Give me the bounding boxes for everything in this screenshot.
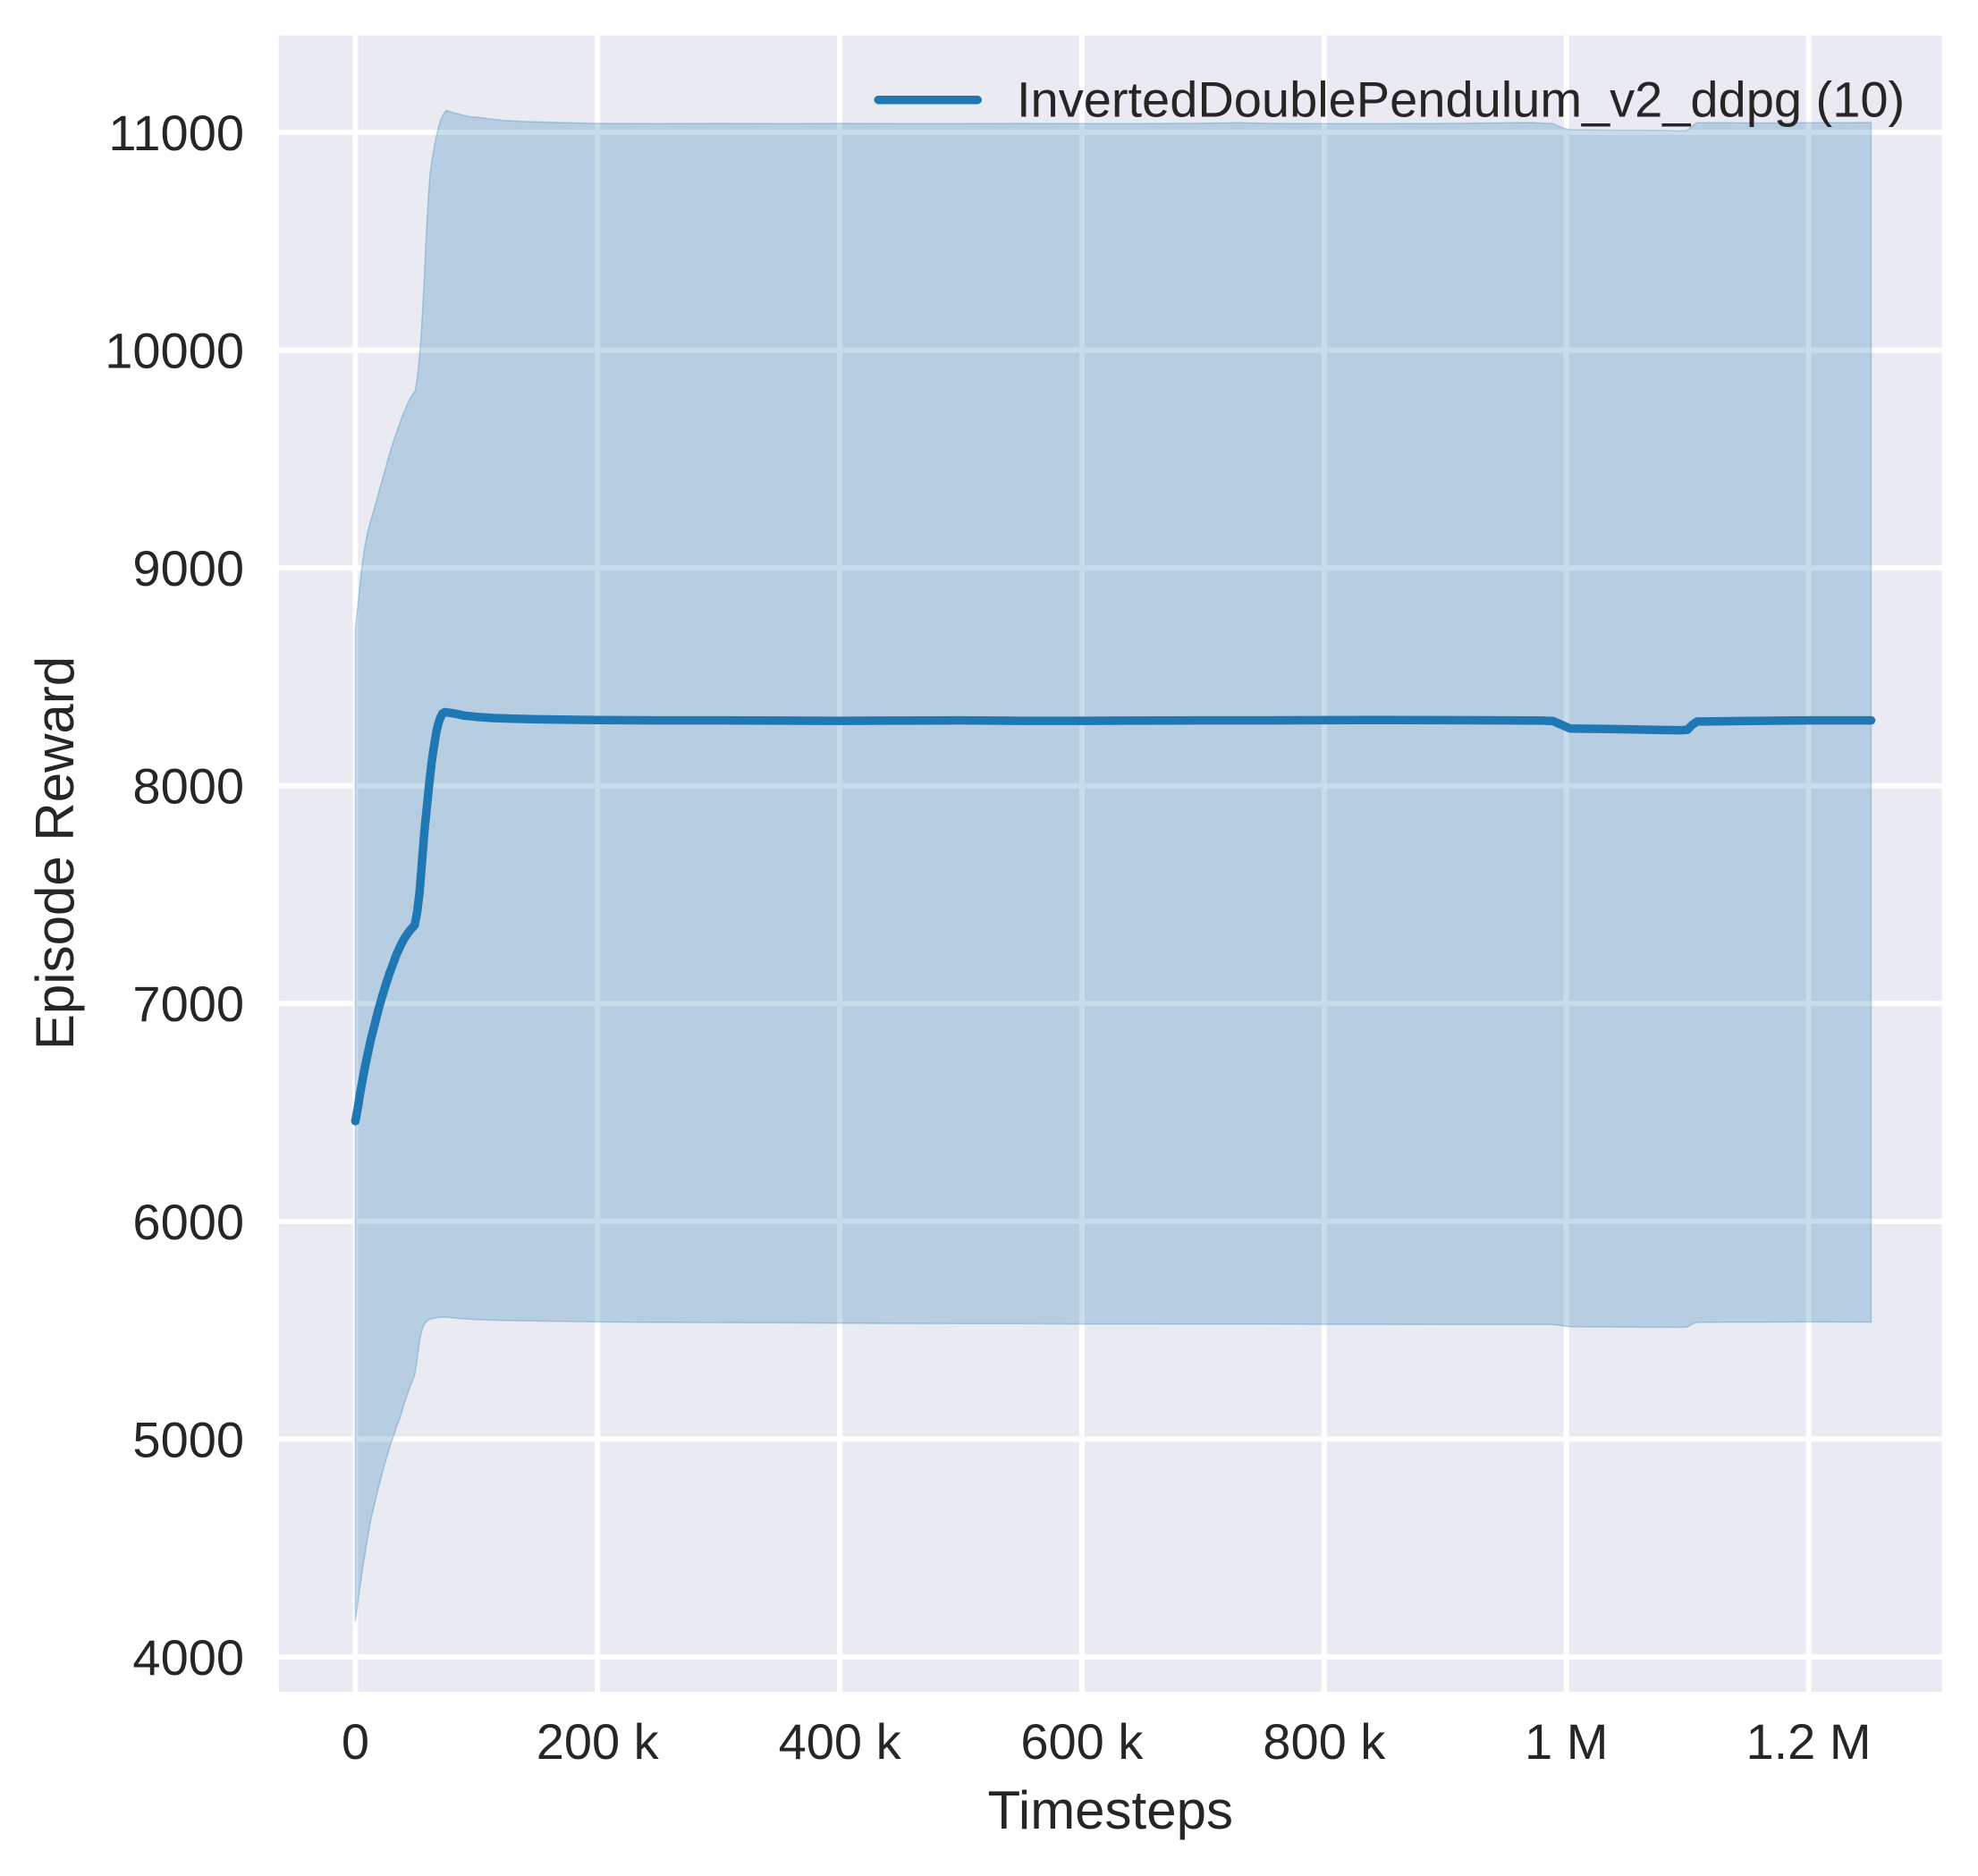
svg-text:400 k: 400 k	[779, 1713, 902, 1770]
svg-text:800 k: 800 k	[1263, 1713, 1386, 1770]
svg-text:6000: 6000	[132, 1194, 244, 1250]
svg-text:11000: 11000	[108, 105, 244, 161]
svg-text:5000: 5000	[132, 1411, 244, 1467]
svg-text:InvertedDoublePendulum_v2_ddpg: InvertedDoublePendulum_v2_ddpg (10)	[1017, 72, 1905, 128]
svg-text:8000: 8000	[132, 758, 244, 815]
svg-text:600 k: 600 k	[1020, 1713, 1144, 1770]
svg-text:200 k: 200 k	[537, 1713, 660, 1770]
svg-text:1 M: 1 M	[1525, 1713, 1608, 1770]
svg-text:10000: 10000	[105, 323, 244, 379]
svg-text:Episode Reward: Episode Reward	[25, 656, 85, 1050]
svg-text:9000: 9000	[132, 540, 244, 596]
svg-text:Timesteps: Timesteps	[987, 1780, 1233, 1840]
svg-text:0: 0	[342, 1713, 369, 1770]
svg-text:7000: 7000	[132, 976, 244, 1032]
svg-text:4000: 4000	[132, 1629, 244, 1686]
svg-text:1.2 M: 1.2 M	[1746, 1713, 1871, 1770]
